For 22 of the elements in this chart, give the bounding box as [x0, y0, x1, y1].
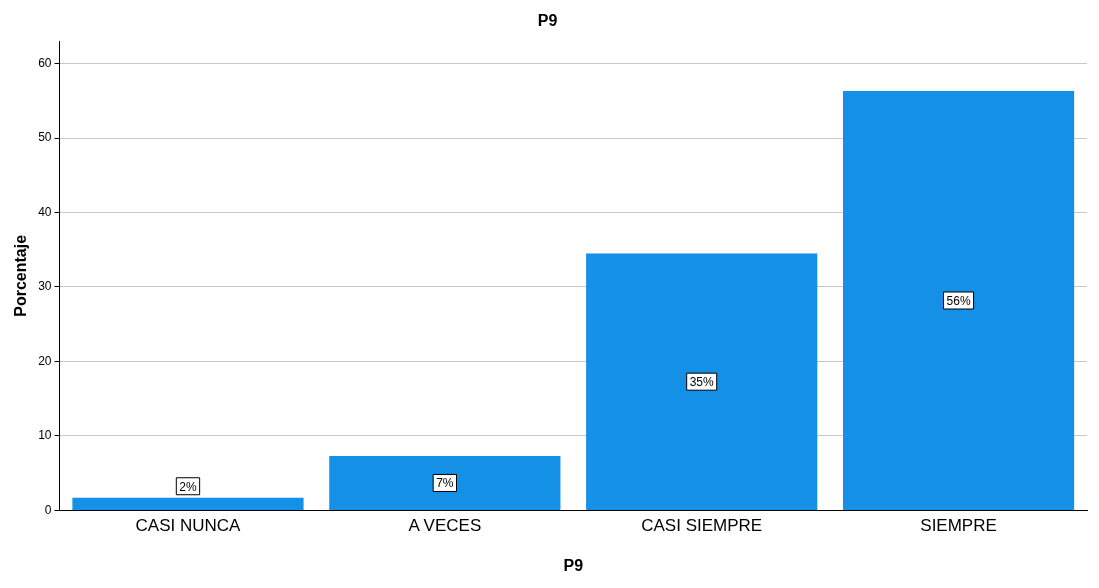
x-tick-label: A VECES	[408, 516, 482, 536]
bar	[586, 253, 818, 510]
bar	[329, 456, 561, 510]
x-tick-label: CASI SIEMPRE	[641, 516, 763, 536]
chart-title: P9	[537, 12, 558, 30]
data-label: 7%	[436, 476, 454, 491]
x-tick-label: CASI NUNCA	[135, 516, 242, 536]
bar	[72, 497, 304, 510]
y-axis-title: Porcentaje	[12, 234, 30, 317]
y-tick-label: 20	[38, 353, 52, 368]
data-label: 2%	[179, 479, 197, 494]
y-tick-label: 0	[44, 502, 52, 517]
y-tick-label: 30	[38, 279, 52, 294]
y-tick-label: 50	[38, 130, 52, 145]
data-label: 35%	[689, 374, 715, 389]
bar	[842, 91, 1075, 510]
x-tick-label: SIEMPRE	[920, 516, 997, 536]
y-tick-label: 10	[38, 428, 52, 443]
x-axis-title: P9	[563, 556, 584, 574]
y-tick-label: 40	[38, 204, 52, 219]
y-tick-label: 60	[38, 55, 52, 70]
data-label: 56%	[946, 293, 971, 308]
